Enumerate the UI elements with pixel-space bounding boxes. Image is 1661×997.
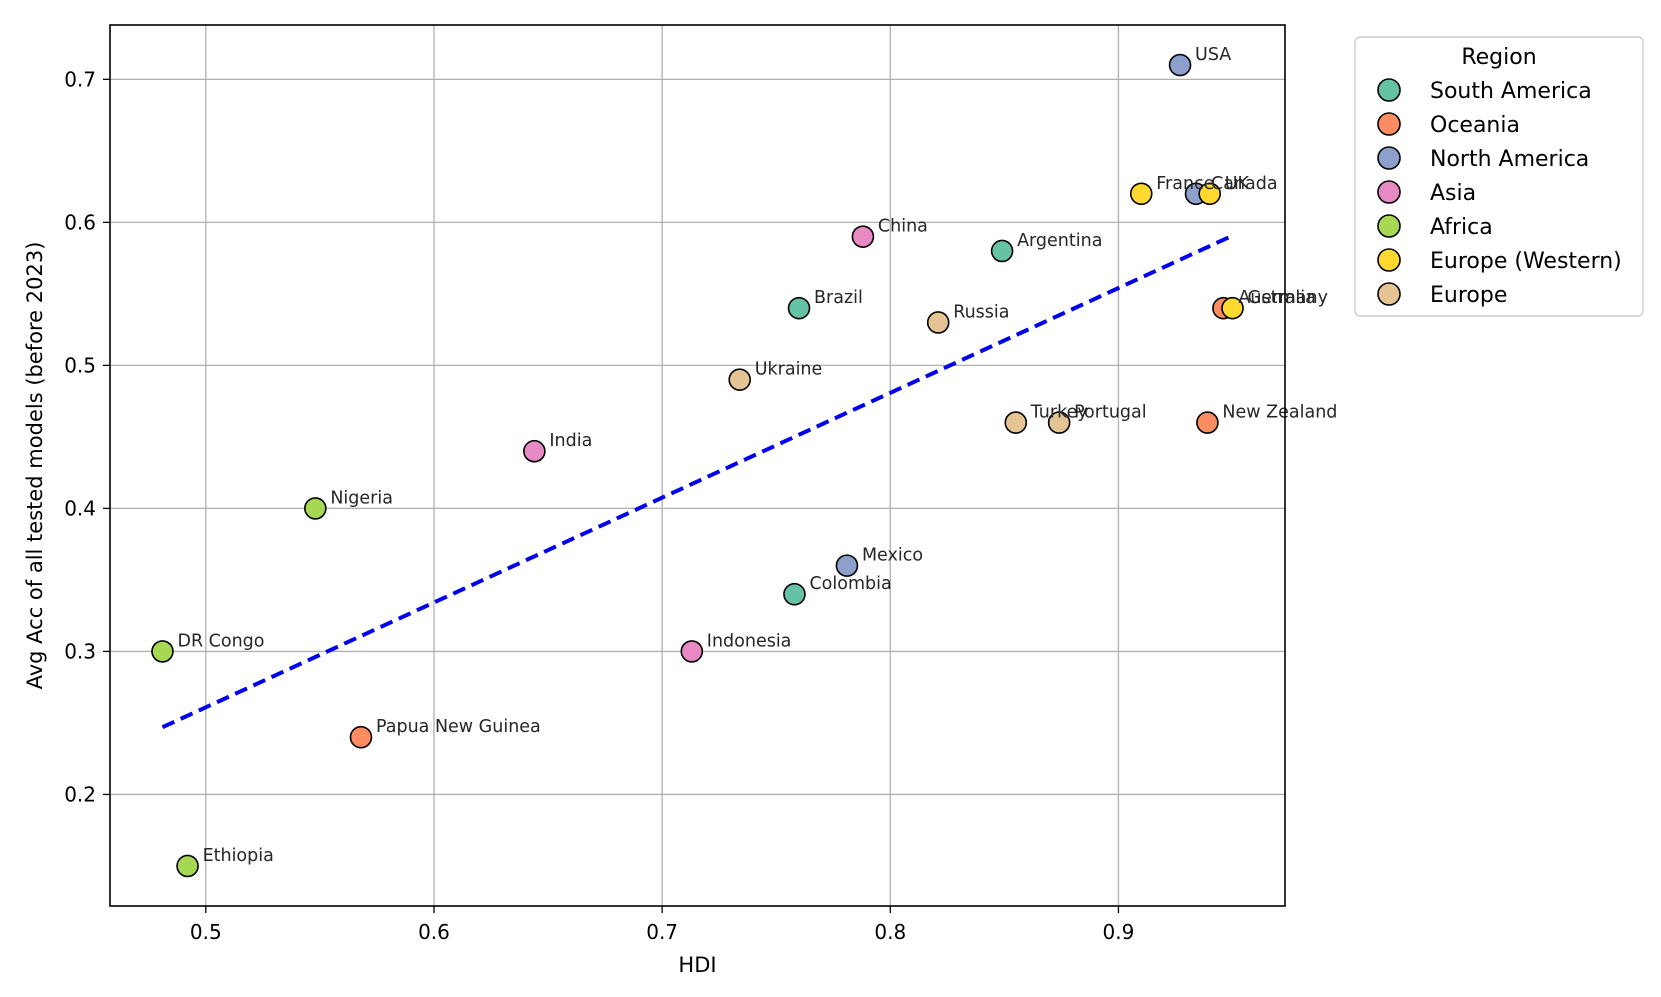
data-point-indonesia [680,640,704,663]
point-label: Ethiopia [203,846,274,866]
points-group [151,53,1244,878]
x-axis-title: HDI [678,953,716,977]
point-label: Australia [1238,288,1315,308]
point-label: USA [1195,45,1231,65]
legend-marker [1377,282,1401,306]
legend-entry-label: Asia [1430,181,1476,206]
point-label: Argentina [1017,231,1102,251]
point-label: Portugal [1074,403,1146,423]
point-label: Canada [1211,174,1278,194]
data-point-mexico [835,554,859,577]
data-point-russia [926,311,950,334]
point-label: Mexico [862,546,923,566]
y-tick-label: 0.4 [64,496,96,520]
point-label: UK [1225,174,1250,194]
data-point-germany [1221,296,1244,320]
point-label: Brazil [814,288,863,308]
y-tick-label: 0.2 [64,782,96,806]
trendline [161,234,1232,730]
x-tick-label: 0.9 [1103,920,1135,944]
data-point-portugal [1047,411,1071,434]
x-tick-label: 0.8 [874,920,906,944]
y-tick-label: 0.3 [64,639,96,663]
data-point-new-zealand [1196,411,1219,434]
axis-ticks: 0.5 0.6 0.7 0.8 0.9 0.2 0.3 0.4 0.5 0.6 0.7 [64,67,1134,944]
legend-entry-label: South America [1430,79,1592,104]
point-label: Nigeria [330,488,393,508]
x-tick-label: 0.6 [418,920,450,944]
y-tick-label: 0.7 [64,67,96,91]
y-axis-title: Avg Acc of all tested models (before 202… [23,242,47,690]
point-label: Turkey [1030,403,1088,423]
legend-entry-label: Europe [1430,283,1507,308]
data-point-colombia [783,582,806,606]
point-label: Germany [1248,288,1328,308]
point-label: Papua New Guinea [376,717,541,737]
data-point-dr-congo [151,640,174,663]
data-point-china [851,225,875,248]
data-point-ukraine [728,368,752,391]
y-tick-label: 0.5 [64,353,96,377]
point-label: China [878,217,928,237]
point-label: Russia [953,302,1009,322]
legend-title: Region [1461,45,1536,70]
x-tick-label: 0.7 [646,920,678,944]
legend-entry-label: Africa [1430,215,1493,240]
legend-entry-label: North America [1430,147,1589,172]
data-point-brazil [787,296,811,320]
data-point-uk [1198,182,1222,206]
plot-frame [109,24,1286,907]
point-label: France [1156,174,1214,194]
trendline-group [161,234,1232,730]
point-label: India [549,431,592,451]
point-label: DR Congo [177,631,264,651]
legend-marker [1377,146,1401,170]
legend-marker [1377,248,1401,272]
legend-marker [1377,112,1401,136]
legend-marker [1377,78,1401,102]
data-point-india [523,439,546,463]
x-tick-label: 0.5 [190,920,222,944]
point-label: Colombia [809,574,891,594]
point-label: Indonesia [707,631,792,651]
data-point-argentina [990,239,1014,263]
legend: Region South America Oceania North America… [1354,36,1644,317]
point-label: New Zealand [1222,403,1337,423]
legend-entry-label: Oceania [1430,113,1520,138]
data-point-usa [1168,53,1192,77]
data-point-ethiopia [176,854,199,878]
y-tick-label: 0.6 [64,210,96,234]
point-label: Ukraine [755,360,823,380]
legend-marker [1377,214,1401,238]
legend-marker [1377,180,1401,204]
legend-box [1354,36,1644,317]
data-point-france [1129,182,1153,206]
data-point-nigeria [304,497,327,520]
legend-entry-label: Europe (Western) [1430,249,1622,274]
data-point-papua-new-guinea [349,725,373,749]
data-point-turkey [1004,411,1028,434]
